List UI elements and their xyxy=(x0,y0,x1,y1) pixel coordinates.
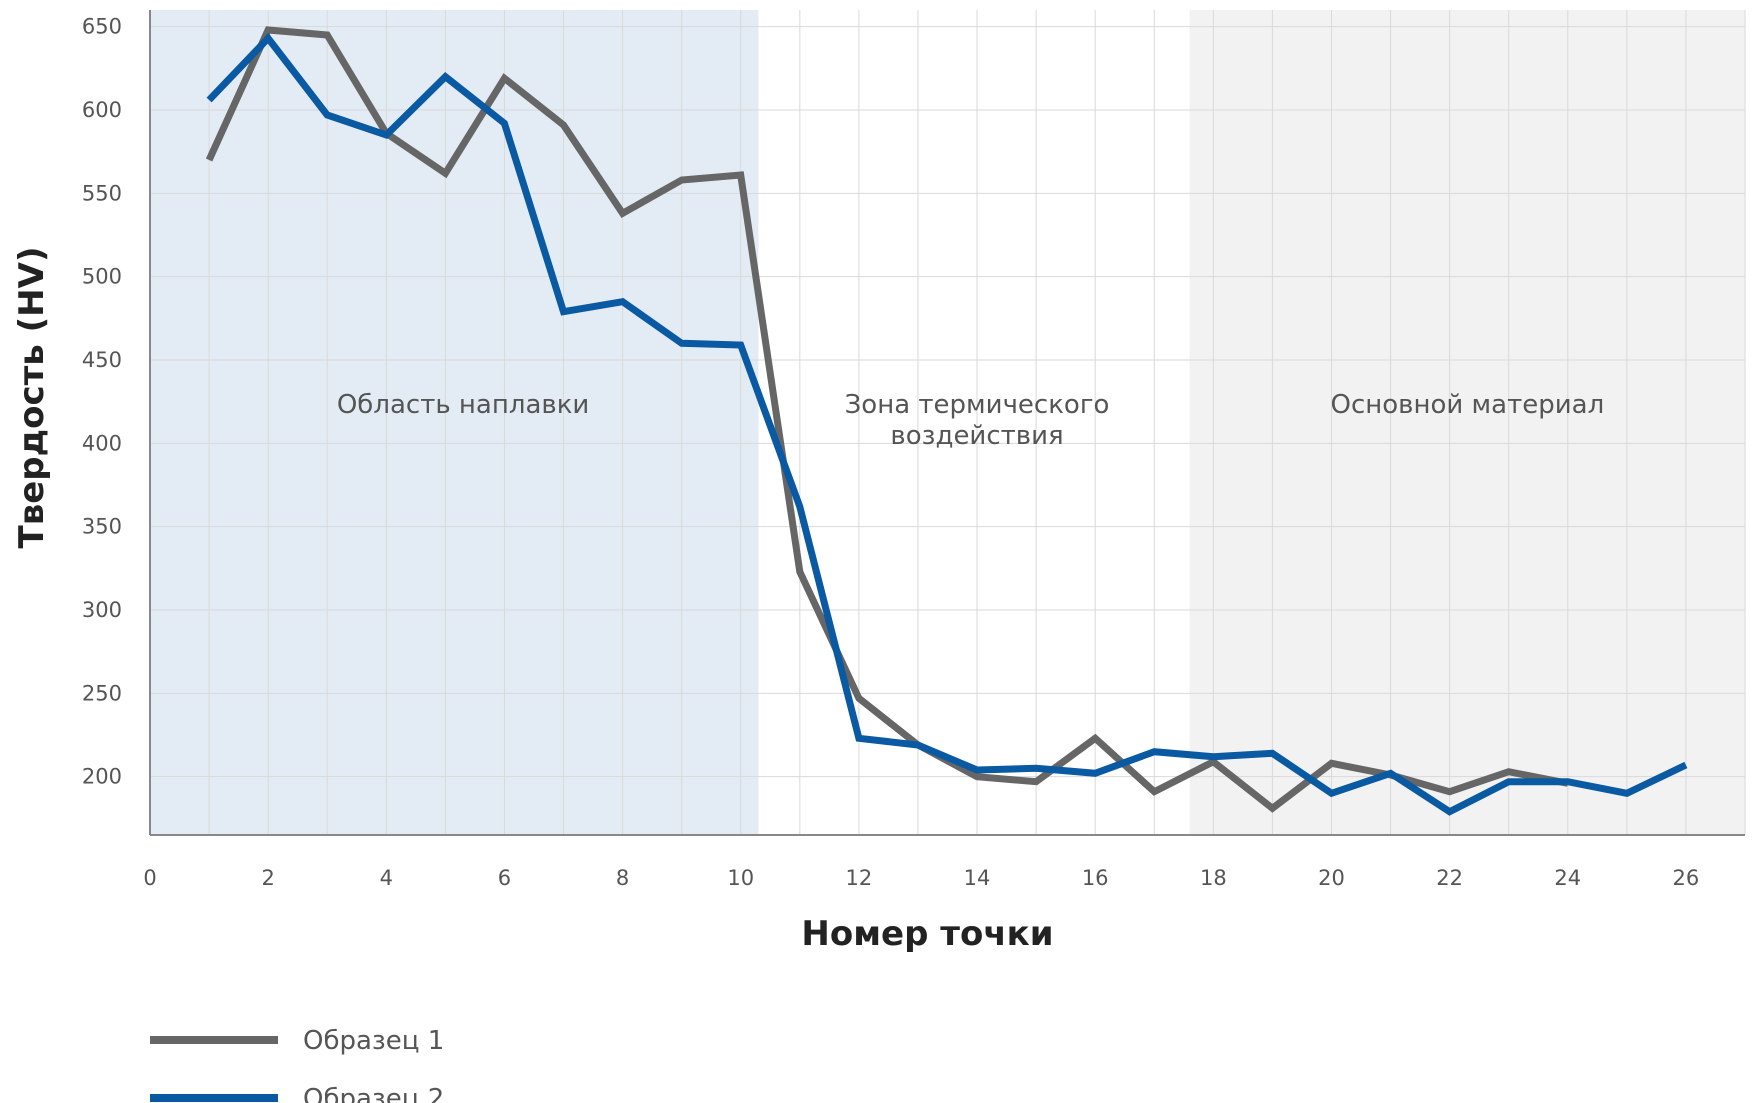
chart-axes xyxy=(149,10,1745,836)
x-tick-label: 10 xyxy=(727,866,754,890)
x-tick-label: 12 xyxy=(846,866,873,890)
x-tick-label: 20 xyxy=(1318,866,1345,890)
y-tick-label: 600 xyxy=(82,98,122,122)
x-tick-labels: 0 2 4 6 8 10 12 14 16 18 20 22 24 26 xyxy=(143,866,1699,890)
region-label-2: Зона термического воздействия xyxy=(845,390,1110,451)
legend-label-1: Образец 1 xyxy=(303,1026,444,1056)
x-tick-label: 0 xyxy=(143,866,156,890)
x-tick-label: 8 xyxy=(616,866,629,890)
region-label-1: Область наплавки xyxy=(337,390,589,420)
y-tick-label: 500 xyxy=(82,265,122,289)
x-tick-label: 22 xyxy=(1436,866,1463,890)
region-1 xyxy=(150,10,759,835)
chart-legend: Образец 1 Образец 2 xyxy=(150,1026,444,1103)
x-tick-label: 16 xyxy=(1082,866,1109,890)
y-tick-label: 550 xyxy=(82,181,122,205)
y-tick-labels: 200 250 300 350 400 450 500 550 600 650 xyxy=(82,15,122,789)
x-tick-label: 26 xyxy=(1673,866,1700,890)
y-tick-label: 450 xyxy=(82,348,122,372)
region-label-3: Основной материал xyxy=(1331,390,1605,420)
region-3 xyxy=(1189,10,1745,835)
y-tick-label: 300 xyxy=(82,598,122,622)
y-axis-title: Твердость (HV) xyxy=(12,247,52,549)
region-2 xyxy=(758,10,1190,835)
chart-grid xyxy=(150,10,1746,835)
y-tick-label: 650 xyxy=(82,15,122,39)
x-tick-label: 14 xyxy=(964,866,991,890)
x-tick-label: 2 xyxy=(261,866,274,890)
y-tick-label: 250 xyxy=(82,681,122,705)
y-tick-label: 200 xyxy=(82,765,122,789)
x-tick-label: 6 xyxy=(498,866,511,890)
series-line-2 xyxy=(206,32,1688,816)
x-tick-label: 4 xyxy=(380,866,393,890)
x-axis-title: Номер точки xyxy=(801,914,1053,954)
chart-series xyxy=(205,26,1688,816)
legend-label-2: Образец 2 xyxy=(303,1084,444,1103)
series-line-1 xyxy=(205,26,1569,813)
y-tick-label: 350 xyxy=(82,515,122,539)
x-tick-label: 24 xyxy=(1554,866,1581,890)
x-tick-label: 18 xyxy=(1200,866,1227,890)
region-labels: Область наплавки Зона термического воздейс… xyxy=(337,390,1604,451)
chart-regions xyxy=(150,10,1745,835)
y-tick-label: 400 xyxy=(82,431,122,455)
